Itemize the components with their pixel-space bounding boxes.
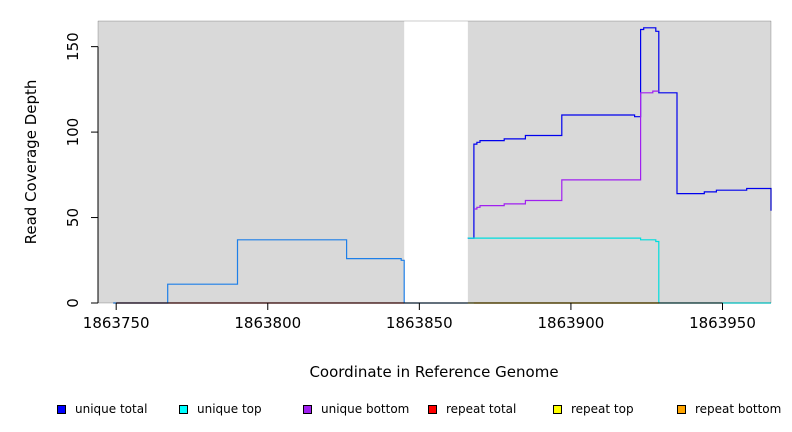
legend-item-unique-top: unique top (179, 400, 262, 418)
legend-label: unique total (75, 402, 148, 416)
legend-label: repeat top (571, 402, 634, 416)
legend-swatch (677, 404, 686, 414)
legend-swatch (179, 404, 188, 414)
gap-region (404, 20, 468, 303)
legend-item-repeat-top: repeat top (553, 400, 634, 418)
legend-label: unique top (197, 402, 262, 416)
series-line-unique-top (467, 237, 771, 304)
legend-item-repeat-bottom: repeat bottom (677, 400, 781, 418)
legend-swatch (57, 404, 66, 414)
y-tick-label: 0 (64, 298, 82, 308)
legend-label: repeat total (446, 402, 517, 416)
x-tick-label: 1863800 (234, 314, 301, 332)
legend-swatch (428, 404, 437, 414)
legend-swatch (553, 404, 562, 414)
x-axis-label: Coordinate in Reference Genome (309, 363, 558, 381)
x-tick-label: 1863850 (386, 314, 453, 332)
plot-background (98, 20, 771, 303)
x-tick-label: 1863950 (689, 314, 756, 332)
y-tick-label: 150 (64, 32, 82, 61)
legend-item-unique-total: unique total (57, 400, 147, 418)
legend-swatch (303, 404, 312, 414)
series-line-unique-total (467, 27, 772, 239)
legend-label: unique bottom (321, 402, 410, 416)
x-tick-label: 1863750 (83, 314, 150, 332)
series-line-coverage (113, 239, 468, 304)
y-tick-label: 50 (64, 208, 82, 227)
series-line-unique-bottom (473, 90, 659, 210)
legend-label: repeat bottom (695, 402, 782, 416)
legend: unique total unique top unique bottom repea… (0, 400, 792, 420)
axes-layer: 1863750 1863800 1863850 1863900 1863950 0 50 10… (64, 20, 772, 332)
legend-item-repeat-total: repeat total (428, 400, 516, 418)
legend-item-unique-bottom: unique bottom (303, 400, 409, 418)
y-axis-label: Read Coverage Depth (22, 80, 40, 245)
y-tick-label: 100 (64, 118, 82, 147)
x-tick-label: 1863900 (538, 314, 605, 332)
